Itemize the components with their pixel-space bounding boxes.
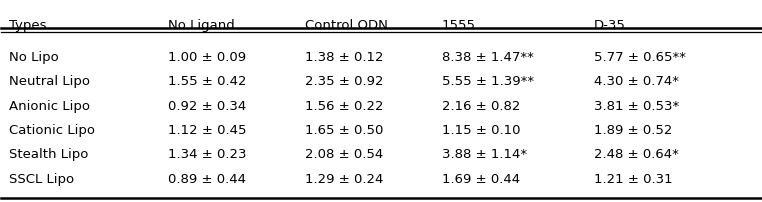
Text: 8.38 ± 1.47**: 8.38 ± 1.47** [442,51,533,64]
Text: 1.15 ± 0.10: 1.15 ± 0.10 [442,124,520,137]
Text: 1.69 ± 0.44: 1.69 ± 0.44 [442,173,520,186]
Text: Control ODN: Control ODN [305,19,388,32]
Text: 3.81 ± 0.53*: 3.81 ± 0.53* [594,100,679,113]
Text: 2.08 ± 0.54: 2.08 ± 0.54 [305,148,383,161]
Text: No Ligand: No Ligand [168,19,235,32]
Text: 1.65 ± 0.50: 1.65 ± 0.50 [305,124,383,137]
Text: 4.30 ± 0.74*: 4.30 ± 0.74* [594,76,679,88]
Text: Neutral Lipo: Neutral Lipo [9,76,90,88]
Text: Anionic Lipo: Anionic Lipo [9,100,90,113]
Text: 1.89 ± 0.52: 1.89 ± 0.52 [594,124,672,137]
Text: 1.00 ± 0.09: 1.00 ± 0.09 [168,51,247,64]
Text: 1.55 ± 0.42: 1.55 ± 0.42 [168,76,247,88]
Text: 1.38 ± 0.12: 1.38 ± 0.12 [305,51,383,64]
Text: 2.16 ± 0.82: 2.16 ± 0.82 [442,100,520,113]
Text: 1.56 ± 0.22: 1.56 ± 0.22 [305,100,383,113]
Text: 5.77 ± 0.65**: 5.77 ± 0.65** [594,51,686,64]
Text: 0.89 ± 0.44: 0.89 ± 0.44 [168,173,246,186]
Text: 1.12 ± 0.45: 1.12 ± 0.45 [168,124,247,137]
Text: D-35: D-35 [594,19,626,32]
Text: SSCL Lipo: SSCL Lipo [9,173,74,186]
Text: 5.55 ± 1.39**: 5.55 ± 1.39** [442,76,534,88]
Text: 1.29 ± 0.24: 1.29 ± 0.24 [305,173,383,186]
Text: Cationic Lipo: Cationic Lipo [9,124,95,137]
Text: Types: Types [9,19,46,32]
Text: Stealth Lipo: Stealth Lipo [9,148,88,161]
Text: 2.48 ± 0.64*: 2.48 ± 0.64* [594,148,678,161]
Text: 1.34 ± 0.23: 1.34 ± 0.23 [168,148,247,161]
Text: 1.21 ± 0.31: 1.21 ± 0.31 [594,173,672,186]
Text: No Lipo: No Lipo [9,51,59,64]
Text: 0.92 ± 0.34: 0.92 ± 0.34 [168,100,247,113]
Text: 2.35 ± 0.92: 2.35 ± 0.92 [305,76,383,88]
Text: 1555: 1555 [442,19,475,32]
Text: 3.88 ± 1.14*: 3.88 ± 1.14* [442,148,527,161]
